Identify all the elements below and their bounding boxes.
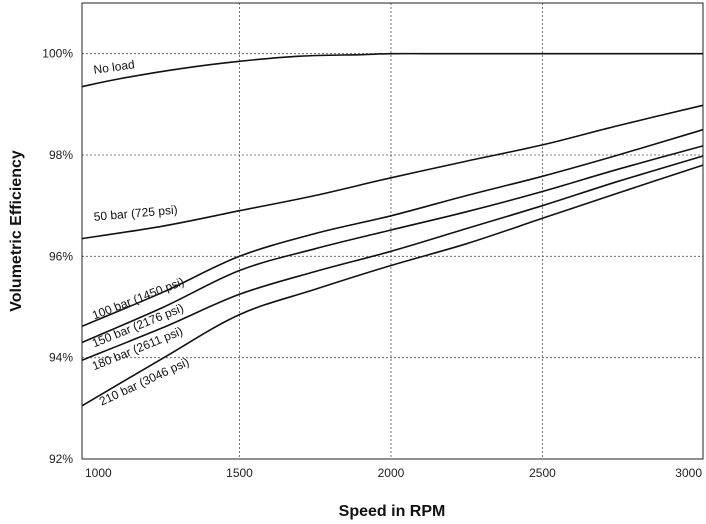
x-tick-label: 1000 xyxy=(85,466,112,480)
x-tick-label: 3000 xyxy=(675,466,702,480)
series-line-100 xyxy=(81,128,704,328)
x-axis-title: Speed in RPM xyxy=(339,503,446,520)
x-tick-label: 2500 xyxy=(529,466,556,480)
plot-frame xyxy=(81,2,704,460)
curve-label: No load xyxy=(93,57,136,77)
x-axis-ticks: 1000 1500 2000 2500 3000 xyxy=(85,466,702,480)
series-line-150 xyxy=(81,145,704,344)
y-axis-title: Volumetric Efficiency xyxy=(8,150,25,312)
y-tick-label: 94% xyxy=(49,351,73,365)
series-line-50 xyxy=(81,104,704,240)
curve-label: 50 bar (725 psi) xyxy=(93,203,178,224)
series-lines xyxy=(81,52,704,407)
grid-lines xyxy=(82,3,703,459)
y-axis-ticks: 92% 94% 96% 98% 100% xyxy=(42,47,73,466)
y-tick-label: 96% xyxy=(49,249,73,263)
y-tick-label: 100% xyxy=(42,47,73,61)
x-tick-label: 1500 xyxy=(226,466,253,480)
y-tick-label: 92% xyxy=(49,452,73,466)
series-line-180 xyxy=(81,155,704,361)
x-tick-label: 2000 xyxy=(378,466,405,480)
series-line-210 xyxy=(81,164,704,407)
y-tick-label: 98% xyxy=(49,148,73,162)
series-line-no xyxy=(81,52,703,88)
